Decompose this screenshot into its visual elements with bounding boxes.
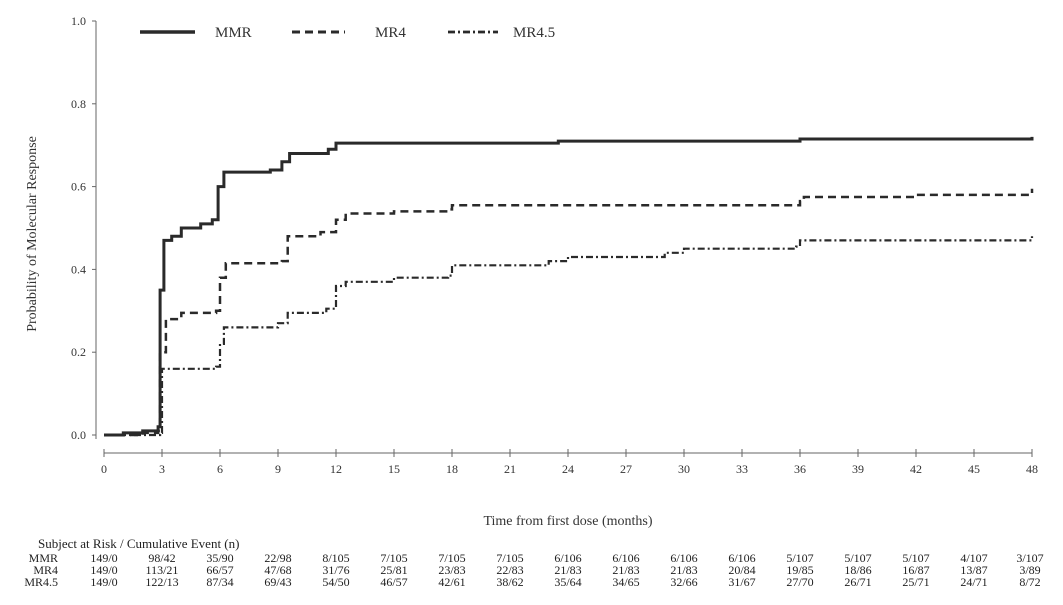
risk-cell: 34/65 (612, 575, 640, 589)
risk-cell: 149/0 (90, 551, 118, 565)
x-axis: 0 3 6 9 12 15 18 21 24 27 30 33 36 39 42 45 48 (101, 449, 1038, 476)
x-tick-label: 36 (794, 462, 806, 476)
risk-cell: 20/84 (728, 563, 756, 577)
risk-cell: 54/50 (322, 575, 350, 589)
series-layer (104, 136, 1034, 437)
risk-cell: 149/0 (90, 563, 118, 577)
x-tick-label: 9 (275, 462, 281, 476)
risk-cell: 6/106 (670, 551, 698, 565)
risk-cell: 21/83 (612, 563, 640, 577)
risk-cell: 4/107 (960, 551, 988, 565)
risk-cell: 16/87 (902, 563, 930, 577)
risk-cell: 24/71 (960, 575, 988, 589)
risk-cell: 19/85 (786, 563, 814, 577)
series-line-mr4-5 (104, 236, 1034, 437)
risk-cell: 5/107 (902, 551, 930, 565)
risk-cell: 47/68 (264, 563, 292, 577)
x-tick-label: 3 (159, 462, 165, 476)
risk-cell: 3/107 (1016, 551, 1044, 565)
y-axis: 0.0 0.2 0.4 0.6 0.8 1.0 (71, 14, 97, 442)
risk-cell: 98/42 (148, 551, 176, 565)
risk-cell: 66/57 (206, 563, 234, 577)
risk-cell: 42/61 (438, 575, 466, 589)
legend-label: MR4.5 (513, 25, 555, 41)
risk-cell: 27/70 (786, 575, 814, 589)
risk-row: MR4.5 149/0 122/13 87/34 69/43 54/50 46/57 42/6… (0, 576, 1063, 588)
risk-cell: 21/83 (554, 563, 582, 577)
risk-cell: 6/106 (612, 551, 640, 565)
risk-row-label: MMR (28, 551, 58, 565)
risk-cell: 25/81 (380, 563, 408, 577)
risk-cell: 38/62 (496, 575, 524, 589)
risk-cell: 23/83 (438, 563, 466, 577)
x-tick-label: 33 (736, 462, 748, 476)
y-tick-label: 0.0 (71, 428, 86, 442)
risk-cell: 7/105 (380, 551, 408, 565)
y-tick-label: 1.0 (71, 14, 86, 28)
risk-cell: 46/57 (380, 575, 408, 589)
series-line-mmr (104, 136, 1034, 437)
legend-label: MR4 (375, 25, 406, 41)
risk-cell: 7/105 (496, 551, 524, 565)
risk-cell: 35/64 (554, 575, 582, 589)
risk-cell: 87/34 (206, 575, 234, 589)
series-line-mr4 (104, 188, 1034, 437)
risk-cell: 6/106 (728, 551, 756, 565)
risk-cell: 149/0 (90, 575, 118, 589)
risk-cell: 8/72 (1019, 575, 1041, 589)
risk-cell: 35/90 (206, 551, 234, 565)
x-tick-label: 45 (968, 462, 980, 476)
risk-cell: 26/71 (844, 575, 872, 589)
risk-cell: 3/89 (1019, 563, 1041, 577)
risk-row: MR4 149/0 113/21 66/57 47/68 31/76 25/81 23/83 2… (0, 564, 1063, 576)
y-tick-label: 0.4 (71, 262, 86, 276)
x-tick-label: 0 (101, 462, 107, 476)
x-tick-label: 6 (217, 462, 223, 476)
x-tick-label: 24 (562, 462, 574, 476)
y-axis-label: Probability of Molecular Response (25, 136, 40, 332)
x-tick-label: 48 (1026, 462, 1038, 476)
risk-cell: 31/67 (728, 575, 756, 589)
risk-table-header: Subject at Risk / Cumulative Event (n) (38, 536, 240, 551)
x-tick-label: 30 (678, 462, 690, 476)
y-tick-label: 0.8 (71, 97, 86, 111)
risk-cell: 69/43 (264, 575, 292, 589)
legend-label: MMR (215, 25, 252, 41)
x-tick-label: 27 (620, 462, 632, 476)
x-tick-label: 42 (910, 462, 922, 476)
risk-cell: 25/71 (902, 575, 930, 589)
risk-cell: 31/76 (322, 563, 350, 577)
risk-row: MMR 149/0 98/42 35/90 22/98 8/105 7/105 7/105 7/… (0, 552, 1063, 564)
x-tick-label: 18 (446, 462, 458, 476)
risk-cell: 122/13 (145, 575, 179, 589)
x-axis-label: Time from first dose (months) (483, 514, 652, 529)
risk-cell: 18/86 (844, 563, 872, 577)
risk-cell: 5/107 (786, 551, 814, 565)
x-tick-label: 12 (330, 462, 342, 476)
x-tick-label: 21 (504, 462, 516, 476)
risk-cell: 6/106 (554, 551, 582, 565)
y-tick-label: 0.2 (71, 345, 86, 359)
risk-cell: 5/107 (844, 551, 872, 565)
risk-cell: 22/83 (496, 563, 524, 577)
risk-cell: 7/105 (438, 551, 466, 565)
risk-cell: 8/105 (322, 551, 350, 565)
x-tick-label: 15 (388, 462, 400, 476)
risk-cell: 13/87 (960, 563, 988, 577)
risk-cell: 21/83 (670, 563, 698, 577)
risk-cell: 22/98 (264, 551, 292, 565)
risk-cell: 32/66 (670, 575, 698, 589)
y-tick-label: 0.6 (71, 180, 86, 194)
risk-row-label: MR4.5 (24, 575, 58, 589)
legend: MMR MR4 MR4.5 (140, 25, 555, 41)
risk-cell: 113/21 (145, 563, 179, 577)
x-tick-label: 39 (852, 462, 864, 476)
risk-row-label: MR4 (33, 563, 58, 577)
